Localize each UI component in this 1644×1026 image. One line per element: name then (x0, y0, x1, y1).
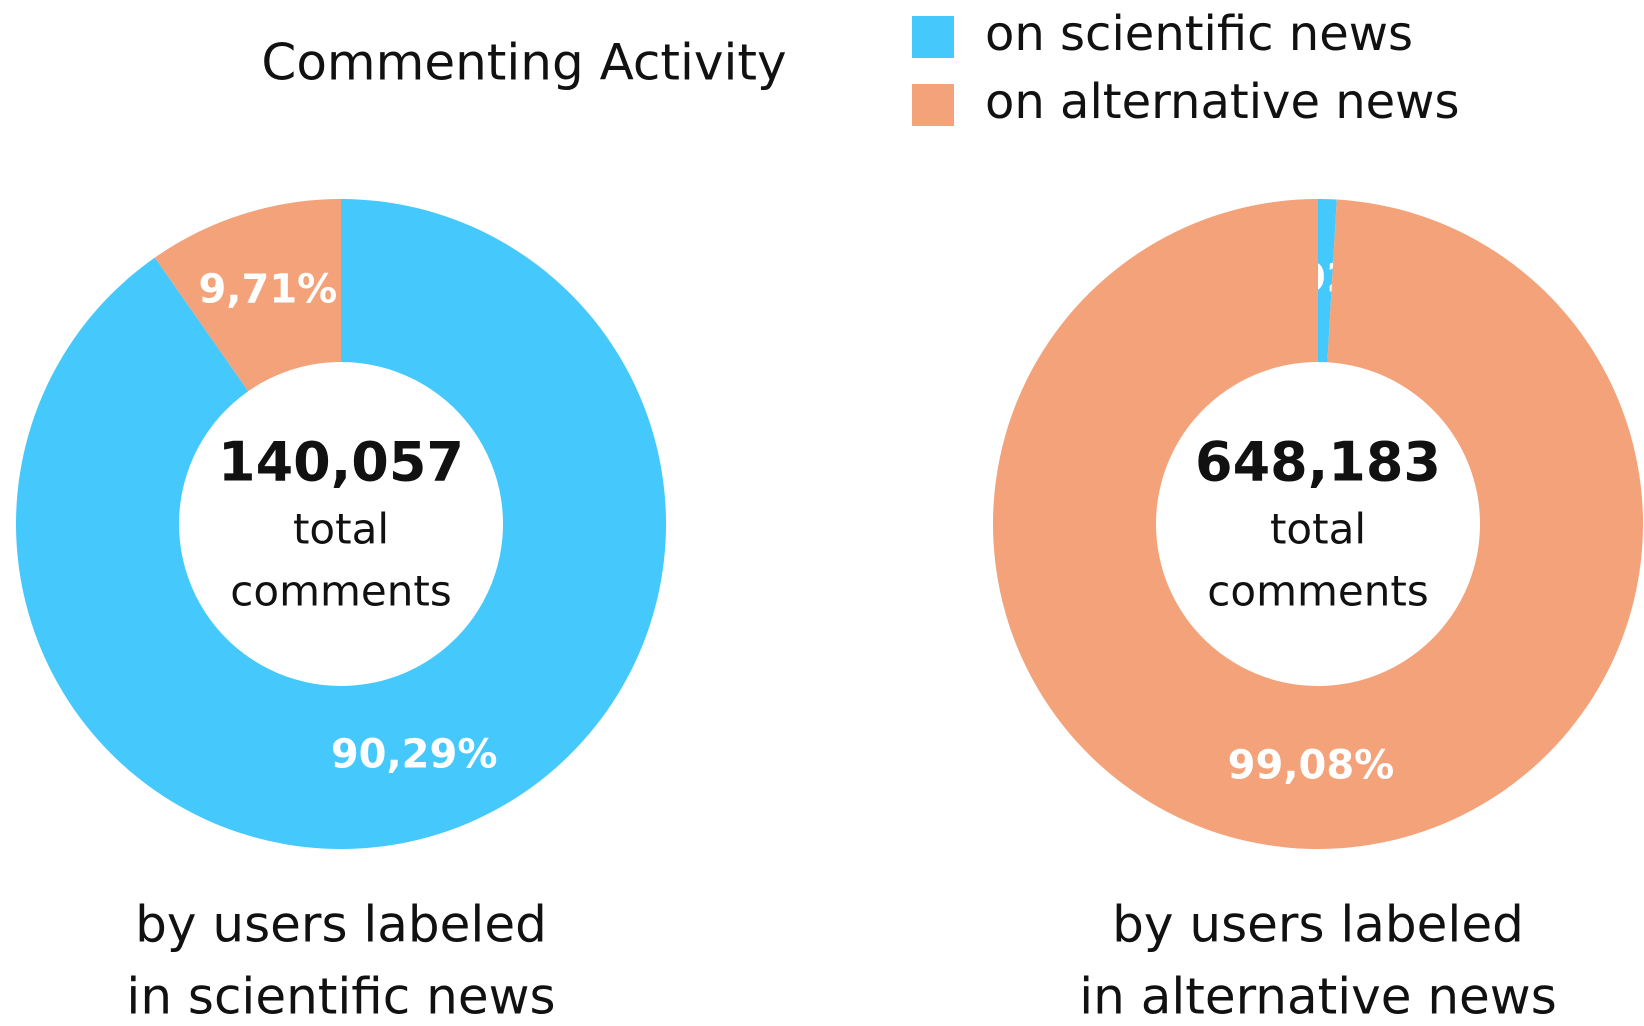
legend-label: on scientific news (985, 6, 1413, 62)
legend-swatch (912, 16, 954, 58)
data-label: 90,29% (331, 731, 498, 777)
caption: in alternative news (1079, 968, 1557, 1026)
donut-slice (16, 199, 666, 849)
donut-slice (992, 199, 1643, 849)
center-text: total (293, 505, 389, 554)
donut-slice (154, 199, 341, 392)
legend-swatch (912, 84, 954, 126)
caption: by users labeled (1112, 896, 1524, 954)
total-value: 140,057 (218, 431, 464, 494)
center-text: comments (230, 567, 451, 616)
caption: in scientific news (126, 968, 555, 1026)
data-label: 99,08% (1228, 742, 1395, 788)
data-label: 9,71% (198, 267, 337, 313)
center-text: total (1270, 505, 1366, 554)
legend-label: on alternative news (985, 74, 1459, 130)
total-value: 648,183 (1195, 431, 1441, 494)
center-text: comments (1207, 567, 1428, 616)
caption: by users labeled (135, 896, 547, 954)
donut-slice (1318, 199, 1337, 363)
chart-title: Commenting Activity (261, 34, 786, 92)
